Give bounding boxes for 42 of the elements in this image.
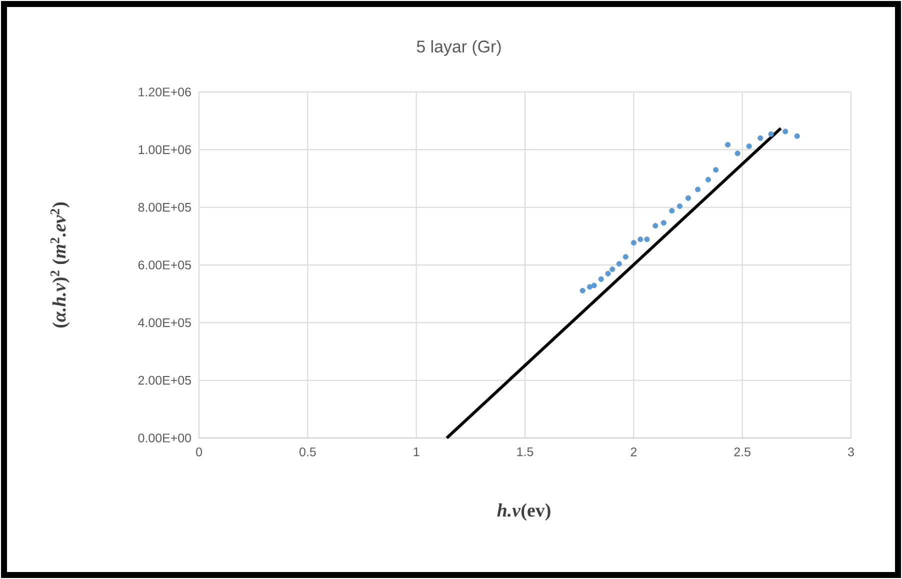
y-tick-label: 1.00E+06: [138, 145, 191, 154]
point: [746, 143, 752, 149]
point: [610, 266, 616, 272]
x-tick-label: 0.5: [300, 448, 316, 456]
x-tick-label: 1.5: [517, 448, 534, 456]
point: [630, 240, 636, 246]
y-tick-label: 8.00E+05: [138, 202, 191, 212]
x-axis-title: h.v(ev): [497, 503, 550, 521]
point: [758, 135, 764, 141]
point: [591, 282, 597, 288]
point: [605, 270, 611, 276]
x-tick-label: 3: [848, 448, 854, 456]
point: [713, 167, 719, 173]
y-tick-label: 6.00E+05: [138, 260, 191, 270]
point: [705, 176, 712, 182]
x-tick-label: 2: [630, 448, 637, 456]
y-tick-label: 4.00E+05: [138, 318, 191, 328]
y-tick-label: 2.00E+05: [138, 376, 191, 385]
y-tick-label: 1.20E+06: [138, 88, 191, 96]
point: [638, 236, 644, 242]
point: [622, 254, 628, 260]
x-tick-label: 2.5: [734, 448, 750, 456]
x-tick-label: 0: [196, 448, 202, 456]
x-tick-label: 1: [414, 448, 420, 456]
point: [580, 288, 586, 294]
point: [724, 142, 731, 148]
point: [660, 220, 666, 226]
point: [598, 276, 604, 282]
point: [694, 186, 701, 192]
text: (α.h.v)$^{2}$ (m$^{2}$.ev$^{2}$): [50, 202, 70, 328]
point: [652, 222, 658, 229]
point: [676, 203, 683, 209]
point: [644, 236, 650, 242]
chart-title: 5 layar (Gr): [416, 40, 501, 56]
point: [782, 128, 788, 134]
point: [734, 150, 740, 156]
point: [794, 133, 800, 139]
point: [669, 208, 675, 214]
point: [768, 131, 774, 137]
point: [685, 195, 692, 201]
y-tick-label: 0.00E+00: [138, 434, 191, 442]
point: [616, 261, 622, 267]
